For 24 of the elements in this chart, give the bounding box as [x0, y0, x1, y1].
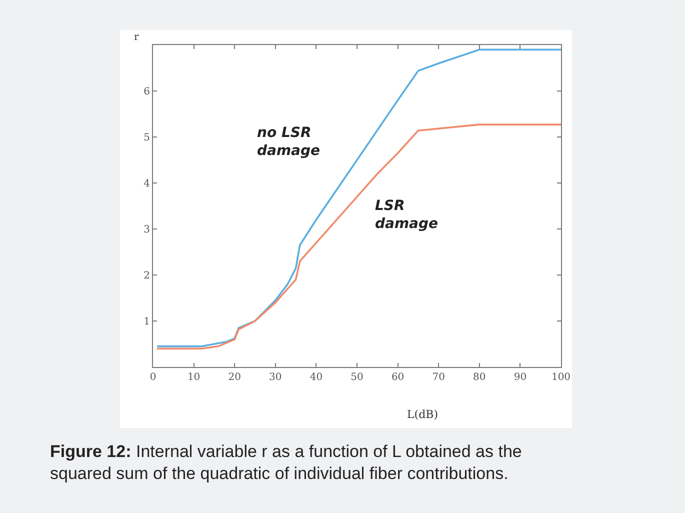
line-series — [156, 124, 561, 350]
y-tick-label: 5 — [144, 132, 150, 144]
x-tick-label: 80 — [473, 372, 486, 383]
line-series — [156, 48, 561, 348]
caption: Figure 12: Internal variable r as a function of L obtained as the squared sum of the quadratic of individual fiber contributions. — [50, 442, 522, 484]
annotation: LSR damage — [375, 198, 438, 232]
x-tick-label: 90 — [514, 372, 527, 383]
x-tick-label: 10 — [187, 372, 200, 383]
y-tick-label: 1 — [144, 316, 150, 328]
x-tick-label: 40 — [310, 372, 323, 383]
x-tick-label: 60 — [391, 372, 404, 383]
y-tick-label: 3 — [144, 224, 150, 236]
x-tick-label: 70 — [432, 372, 445, 383]
x-axis-title: L(dB) — [407, 408, 438, 421]
y-tick-label: 6 — [144, 86, 150, 98]
y-axis-title: r — [134, 32, 139, 43]
x-tick-label: 0 — [150, 372, 156, 383]
x-tick-label: 30 — [269, 372, 282, 383]
x-tick-label: 100 — [551, 372, 571, 383]
x-tick-label: 20 — [228, 372, 241, 383]
x-tick-label: 50 — [350, 372, 364, 383]
y-tick-label: 4 — [144, 178, 150, 190]
annotation: no LSR damage — [257, 125, 320, 160]
y-tick-label: 2 — [144, 270, 150, 282]
